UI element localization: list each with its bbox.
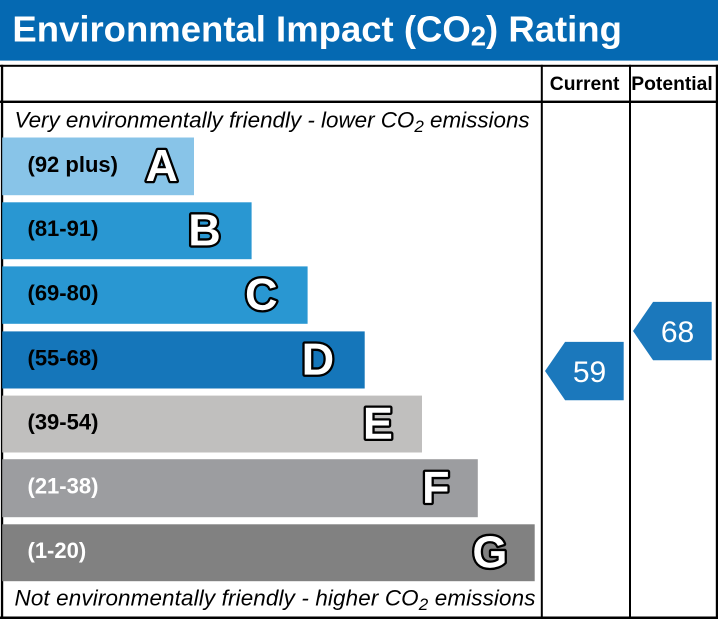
svg-text:Very environmentally friendly: Very environmentally friendly - lower CO… — [15, 108, 530, 137]
svg-text:(92 plus): (92 plus) — [28, 152, 118, 177]
svg-text:Current: Current — [550, 74, 620, 95]
svg-text:Not environmentally friendly -: Not environmentally friendly - higher CO… — [15, 586, 536, 615]
svg-text:(39-54): (39-54) — [28, 409, 99, 434]
svg-text:Potential: Potential — [631, 74, 712, 95]
svg-text:68: 68 — [661, 316, 694, 349]
svg-text:(55-68): (55-68) — [28, 345, 99, 370]
svg-text:Environmental Impact (CO2) Rat: Environmental Impact (CO2) Rating — [12, 9, 622, 52]
svg-text:(21-38): (21-38) — [28, 474, 99, 499]
svg-text:59: 59 — [573, 356, 606, 389]
svg-text:(1-20): (1-20) — [28, 538, 87, 563]
svg-text:(69-80): (69-80) — [28, 281, 99, 306]
svg-text:(81-91): (81-91) — [28, 216, 99, 241]
